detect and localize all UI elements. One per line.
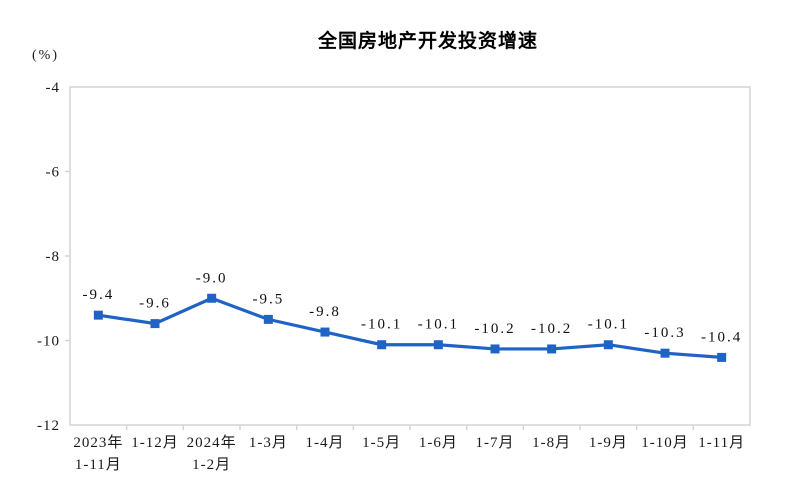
x-tick-label: 1-5月	[362, 435, 401, 451]
data-label: -10.1	[361, 317, 402, 333]
y-tick-label: -8	[46, 249, 61, 265]
data-point-marker	[490, 344, 500, 354]
chart-title: 全国房地产开发投资增速	[317, 31, 538, 52]
x-tick-label: 1-6月	[419, 435, 458, 451]
data-label: -9.8	[309, 304, 341, 320]
x-tick-label: 1-7月	[476, 435, 515, 451]
x-tick-label: 1-3月	[249, 435, 288, 451]
line-series	[98, 296, 722, 359]
data-label: -10.4	[701, 329, 742, 345]
data-label: -9.5	[252, 291, 284, 307]
data-point-marker	[93, 310, 103, 320]
data-point-marker	[320, 327, 330, 337]
data-point-marker	[717, 352, 727, 362]
y-tick-label: -4	[46, 80, 61, 96]
data-point-marker	[433, 340, 443, 350]
data-point-marker	[263, 314, 273, 324]
data-label: -10.3	[644, 325, 685, 341]
x-tick-label: 1-11月	[698, 435, 745, 451]
x-tick-label: 1-12月	[131, 435, 179, 451]
x-tick-label: 1-4月	[306, 435, 345, 451]
plot-frame	[69, 86, 751, 426]
data-point-marker	[150, 319, 160, 329]
data-point-marker	[207, 293, 217, 303]
data-point-marker	[660, 348, 670, 358]
data-label: -10.2	[531, 321, 572, 337]
y-tick-label: -6	[46, 165, 61, 181]
x-tick-label: 2023年 1-11月	[73, 434, 123, 473]
y-axis-unit-label: (%)	[32, 48, 59, 63]
data-label: -10.1	[588, 317, 629, 333]
data-point-marker	[603, 340, 613, 350]
data-label: -10.2	[474, 321, 515, 337]
data-label: -9.6	[139, 296, 171, 312]
data-point-marker	[547, 344, 557, 354]
data-label: -9.4	[82, 287, 114, 303]
x-tick-label: 2024年 1-2月	[187, 434, 237, 473]
y-tick-label: -10	[37, 334, 60, 350]
data-label: -9.0	[196, 270, 228, 286]
data-label: -10.1	[418, 317, 459, 333]
x-tick-label: 1-9月	[589, 435, 628, 451]
x-tick-label: 1-8月	[532, 435, 571, 451]
y-tick-label: -12	[37, 418, 60, 434]
data-point-marker	[377, 340, 387, 350]
x-tick-label: 1-10月	[641, 435, 689, 451]
